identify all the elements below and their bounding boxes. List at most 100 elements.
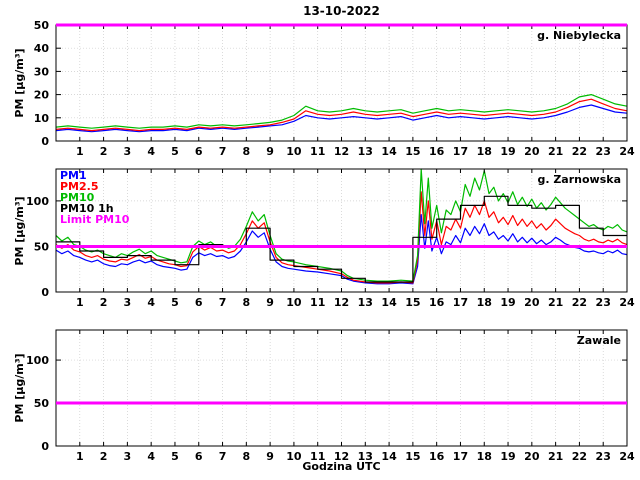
legend-item-pm10: PM10 <box>60 191 95 204</box>
y-tick-label: 0 <box>41 135 49 148</box>
x-tick-label: 5 <box>171 450 179 463</box>
x-tick-label: 12 <box>334 296 349 309</box>
x-tick-label: 22 <box>572 145 587 158</box>
x-tick-label: 20 <box>524 450 540 463</box>
y-tick-label: 40 <box>34 42 50 55</box>
y-tick-label: 0 <box>41 286 49 299</box>
x-tick-label: 19 <box>500 450 515 463</box>
series-pm1 <box>55 104 628 133</box>
x-tick-label: 2 <box>100 296 108 309</box>
x-tick-label: 6 <box>195 450 203 463</box>
legend-item-pm1: PM1 <box>60 169 87 182</box>
x-tick-label: 21 <box>548 296 563 309</box>
y-axis-label-panel2: PM [µg/m³] <box>13 196 26 266</box>
x-tick-label: 24 <box>619 296 635 309</box>
x-tick-label: 21 <box>548 450 563 463</box>
x-tick-label: 22 <box>572 450 587 463</box>
legend-item-pm2-5: PM2.5 <box>60 180 99 193</box>
y-tick-label: 20 <box>34 89 50 102</box>
x-tick-label: 17 <box>453 145 468 158</box>
x-tick-label: 16 <box>429 450 445 463</box>
x-tick-label: 7 <box>219 296 227 309</box>
x-tick-label: 14 <box>381 145 397 158</box>
legend: PM1 PM2.5 PM10 PM10 1h Limit PM10 <box>60 170 129 225</box>
legend-item-pm10-1h: PM10 1h <box>60 202 114 215</box>
x-tick-label: 20 <box>524 145 540 158</box>
x-tick-label: 13 <box>358 450 373 463</box>
legend-item-limit-pm10: Limit PM10 <box>60 213 130 226</box>
x-tick-label: 10 <box>286 145 302 158</box>
x-tick-label: 18 <box>477 145 492 158</box>
series-pm10 <box>55 94 628 129</box>
x-tick-label: 3 <box>124 145 132 158</box>
x-tick-label: 1 <box>76 296 84 309</box>
x-tick-label: 11 <box>310 296 325 309</box>
x-tick-label: 7 <box>219 145 227 158</box>
x-tick-label: 11 <box>310 145 325 158</box>
x-tick-label: 8 <box>243 145 251 158</box>
x-tick-label: 6 <box>195 296 203 309</box>
x-axis-label: Godzina UTC <box>302 460 381 473</box>
x-tick-label: 24 <box>619 450 635 463</box>
x-tick-label: 20 <box>524 296 540 309</box>
x-tick-label: 11 <box>310 450 325 463</box>
y-tick-label: 50 <box>34 240 50 253</box>
series-pm1 <box>55 214 628 285</box>
y-tick-label: 50 <box>34 19 50 32</box>
y-tick-label: 100 <box>26 354 49 367</box>
x-tick-label: 1 <box>76 450 84 463</box>
x-tick-label: 2 <box>100 145 108 158</box>
x-tick-label: 10 <box>286 296 302 309</box>
x-tick-label: 21 <box>548 145 563 158</box>
station-label-niebylecka: g. Niebylecka <box>537 29 621 42</box>
y-tick-label: 10 <box>34 112 50 125</box>
series-pm2-5 <box>55 98 628 132</box>
series-pm10-1h <box>56 195 627 283</box>
x-tick-label: 14 <box>381 450 397 463</box>
x-tick-label: 5 <box>171 145 179 158</box>
x-tick-label: 12 <box>334 450 349 463</box>
y-tick-label: 0 <box>41 440 49 453</box>
x-tick-label: 1 <box>76 145 84 158</box>
x-tick-label: 13 <box>358 145 373 158</box>
x-tick-label: 8 <box>243 450 251 463</box>
series-pm10 <box>55 168 628 282</box>
x-tick-label: 4 <box>147 450 155 463</box>
x-tick-label: 17 <box>453 450 468 463</box>
x-tick-label: 15 <box>405 296 420 309</box>
x-tick-label: 5 <box>171 296 179 309</box>
x-tick-label: 3 <box>124 450 132 463</box>
station-label-zarnowska: g. Zarnowska <box>537 173 621 186</box>
x-tick-label: 22 <box>572 296 587 309</box>
x-tick-label: 4 <box>147 296 155 309</box>
x-tick-label: 18 <box>477 450 492 463</box>
series-pm2-5 <box>55 191 628 284</box>
x-tick-label: 16 <box>429 145 445 158</box>
x-tick-label: 2 <box>100 450 108 463</box>
x-tick-label: 9 <box>266 296 274 309</box>
x-tick-label: 17 <box>453 296 468 309</box>
y-tick-label: 100 <box>26 195 49 208</box>
x-tick-label: 23 <box>596 145 611 158</box>
x-tick-label: 7 <box>219 450 227 463</box>
station-label-zawale: Zawale <box>576 334 621 347</box>
x-tick-label: 9 <box>266 145 274 158</box>
chart-title: 13-10-2022 <box>303 4 380 18</box>
y-axis-label-panel3: PM [µg/m³] <box>13 353 26 423</box>
y-tick-label: 50 <box>34 397 50 410</box>
x-tick-label: 13 <box>358 296 373 309</box>
x-tick-label: 23 <box>596 296 611 309</box>
x-tick-label: 14 <box>381 296 397 309</box>
x-tick-label: 9 <box>266 450 274 463</box>
y-axis-label-panel1: PM [µg/m³] <box>13 48 26 118</box>
x-tick-label: 18 <box>477 296 492 309</box>
x-tick-label: 3 <box>124 296 132 309</box>
x-tick-label: 15 <box>405 450 420 463</box>
x-tick-label: 16 <box>429 296 445 309</box>
x-tick-label: 6 <box>195 145 203 158</box>
x-tick-label: 19 <box>500 296 515 309</box>
y-tick-label: 30 <box>34 65 50 78</box>
x-tick-label: 4 <box>147 145 155 158</box>
